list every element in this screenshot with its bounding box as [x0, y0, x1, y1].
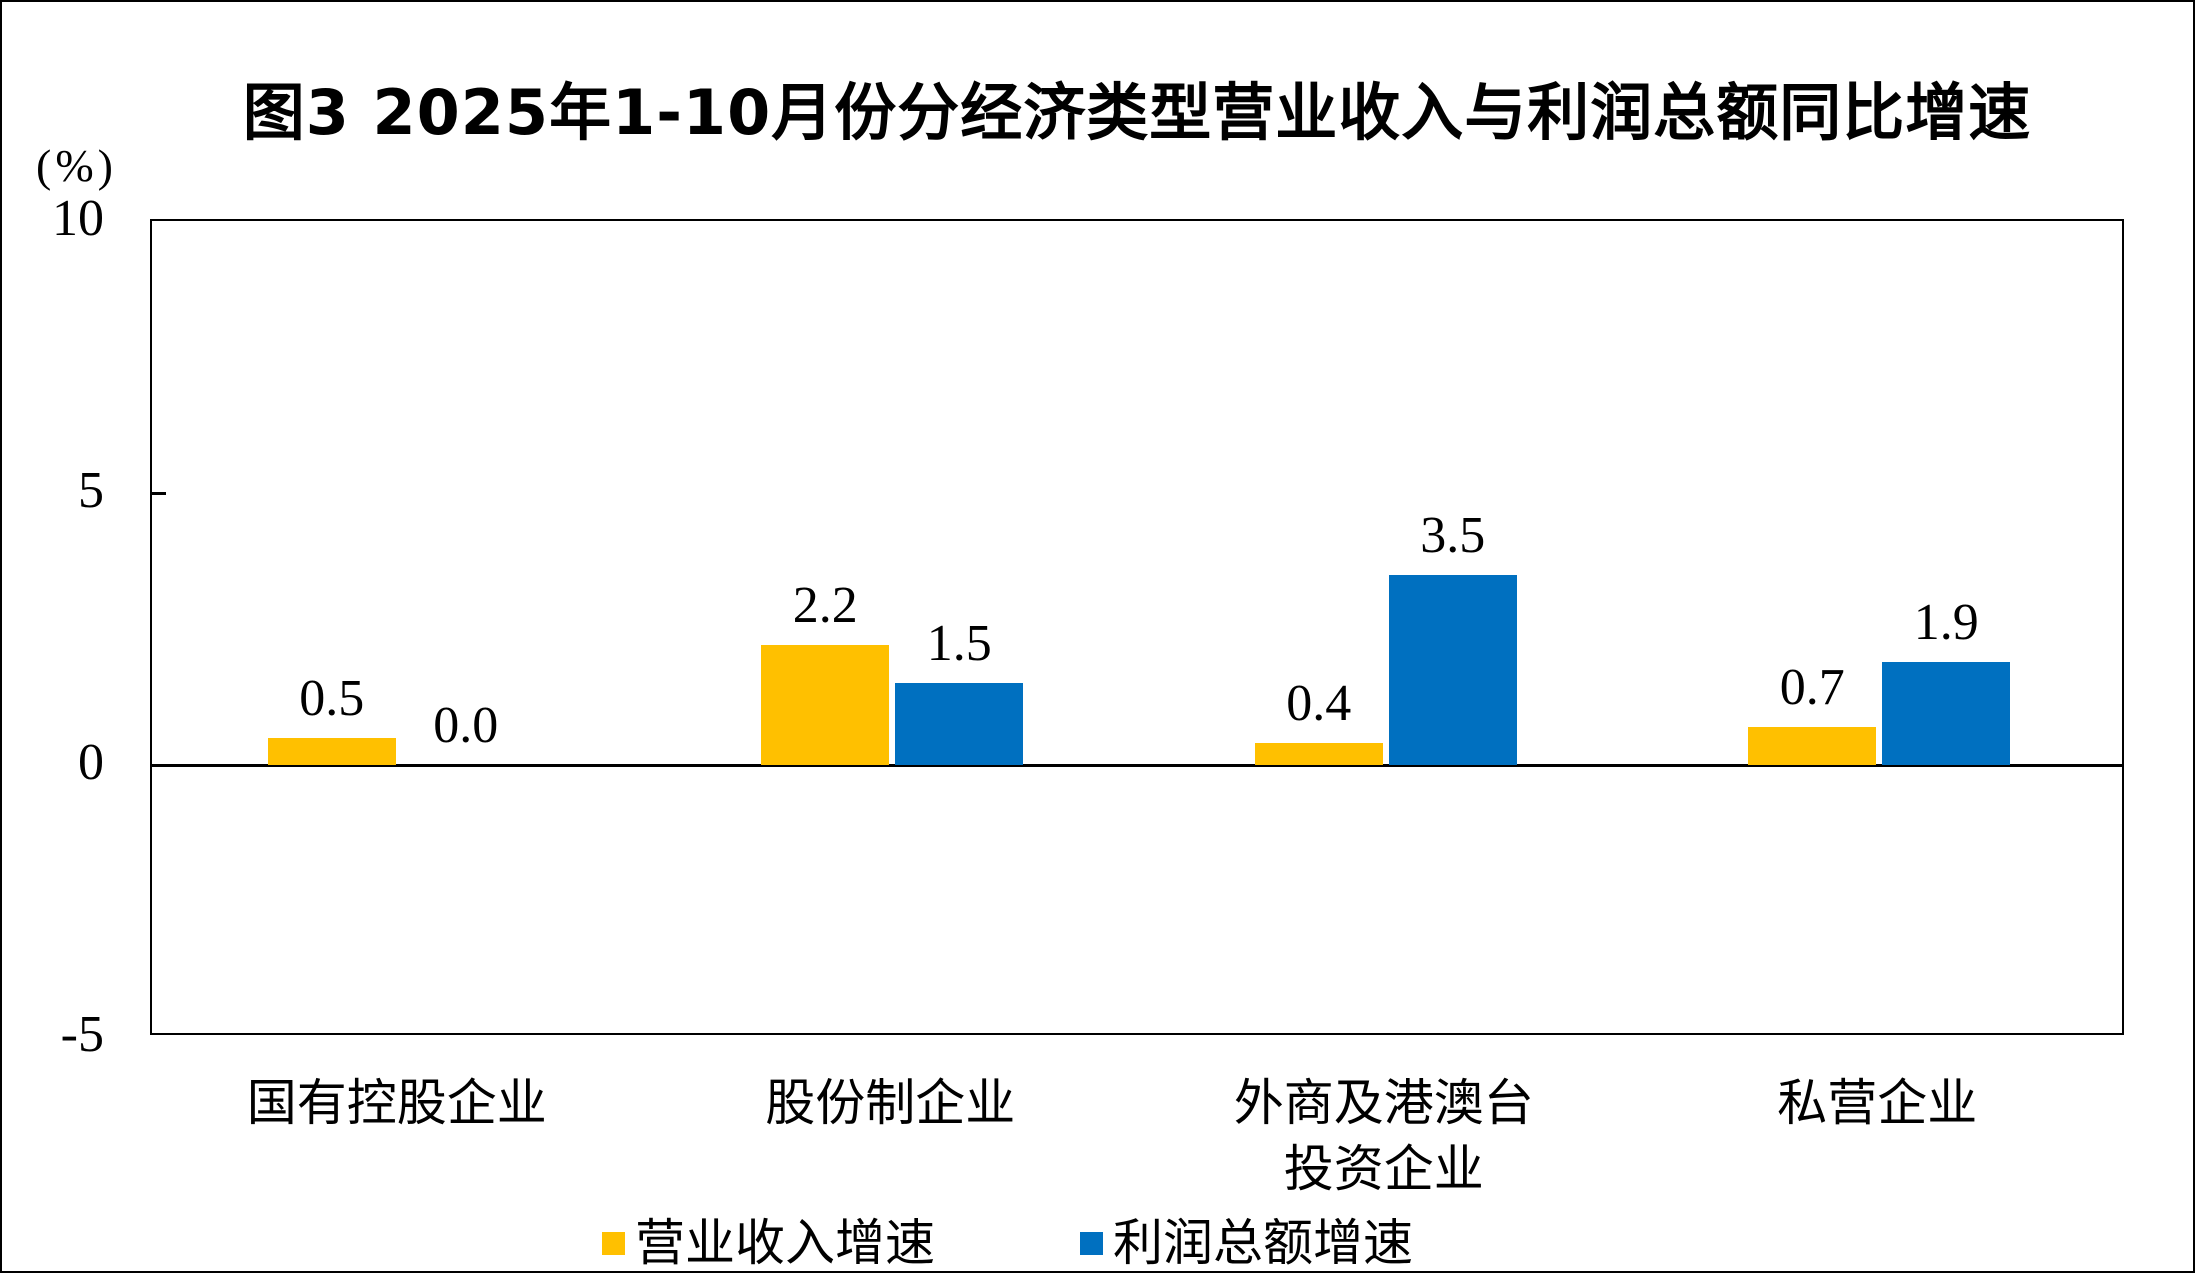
- legend-label: 利润总额增速: [1113, 1215, 1413, 1271]
- value-label: 1.5: [926, 615, 992, 673]
- plot-area: 0.5 0.0 2.2 1.5 0.4 3.5 0.7 1.9: [150, 219, 2124, 1035]
- value-label: 0.7: [1779, 658, 1845, 716]
- y-axis-tick-label: 0: [78, 734, 104, 791]
- bar-profit-growth: [895, 683, 1024, 765]
- category-label: 私营企业: [1777, 1075, 1978, 1131]
- y-axis-tick-mark: [152, 492, 166, 495]
- y-axis-tick-label: 10: [52, 190, 104, 247]
- category-label: 国有控股企业: [246, 1075, 547, 1131]
- legend-swatch-icon: [1080, 1231, 1103, 1255]
- category-label: 股份制企业: [765, 1075, 1016, 1131]
- y-axis-tick-label: 5: [78, 462, 104, 519]
- value-label: 1.9: [1913, 593, 1979, 651]
- value-label: 0.4: [1286, 675, 1352, 733]
- category-label: 外商及港澳台 投资企业: [1233, 1075, 1534, 1197]
- y-axis-unit-label: (%): [36, 140, 117, 191]
- value-label: 0.5: [299, 669, 365, 727]
- bar-revenue-growth: [761, 645, 890, 765]
- bar-profit-growth: [1388, 574, 1517, 765]
- bar-revenue-growth: [1748, 726, 1877, 765]
- chart-title: 图3 2025年1-10月份分经济类型营业收入与利润总额同比增速: [242, 76, 2032, 149]
- value-label: 3.5: [1420, 506, 1486, 564]
- bar-revenue-growth: [267, 737, 396, 765]
- legend-item-profit-growth: 利润总额增速: [1080, 1212, 1413, 1271]
- legend-label: 营业收入增速: [635, 1215, 935, 1271]
- bar-revenue-growth: [1254, 743, 1383, 765]
- value-label: 2.2: [792, 577, 858, 635]
- legend-item-revenue-growth: 营业收入增速: [602, 1212, 935, 1271]
- zero-axis-line: [152, 764, 2122, 767]
- value-label: 0.0: [433, 697, 499, 754]
- y-axis-tick-label: -5: [60, 1006, 104, 1063]
- bar-profit-growth: [1882, 661, 2011, 765]
- legend-swatch-icon: [602, 1231, 625, 1255]
